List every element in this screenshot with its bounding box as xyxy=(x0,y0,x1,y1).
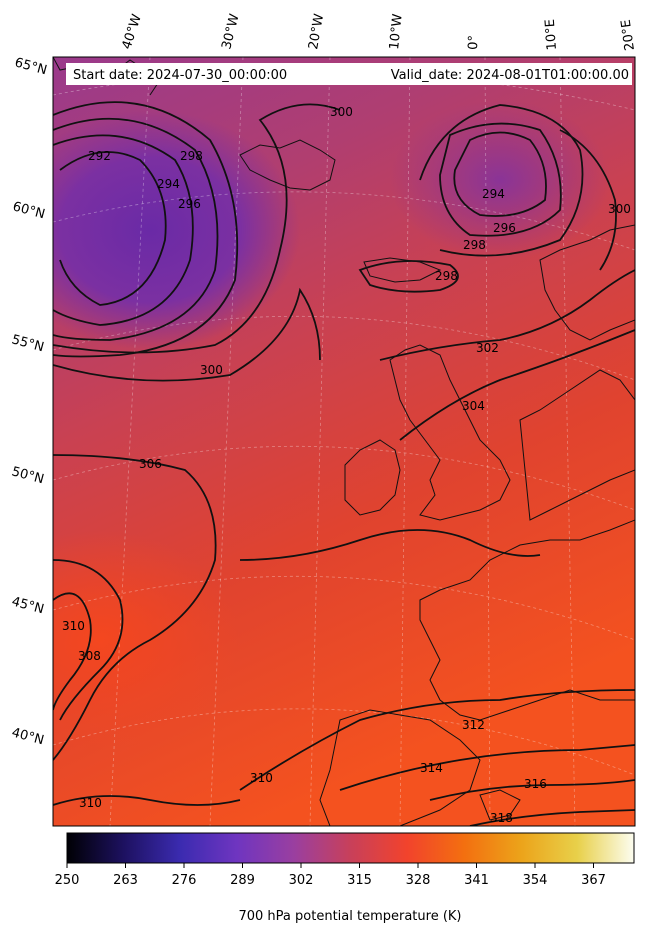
contour-298 xyxy=(53,101,239,358)
contour-300-east xyxy=(559,129,617,271)
contour-labels: 300 292 298 294 296 294 296 298 298 300 … xyxy=(62,105,631,825)
contour-label-310-bottom: 310 xyxy=(79,796,102,810)
lon-label-10e: 10°E xyxy=(543,19,560,51)
lon-label-20w: 20°W xyxy=(306,13,327,51)
denmark-germany-coast xyxy=(519,369,635,521)
contour-294 xyxy=(53,134,194,326)
header-box xyxy=(66,63,632,85)
contour-296-north xyxy=(439,122,562,237)
contour-label-316: 316 xyxy=(524,777,547,791)
ireland-coast xyxy=(344,439,401,516)
contour-label-302: 302 xyxy=(476,341,499,355)
lat-label-55n: 55°N xyxy=(10,332,46,355)
colorbar: 250 263 276 289 302 315 328 341 354 367 700 hPa p… xyxy=(55,832,635,924)
colorbar-ticks: 250 263 276 289 302 315 328 341 354 367 xyxy=(55,863,606,888)
colorbar-tick-label: 367 xyxy=(581,873,606,888)
lon-label-10w: 10°W xyxy=(387,13,406,50)
lat-label-40n: 40°N xyxy=(10,725,46,748)
graticule xyxy=(53,57,635,826)
colorbar-tick-label: 250 xyxy=(55,873,80,888)
great-britain-coast xyxy=(389,344,511,521)
map-panel: 300 292 298 294 296 294 296 298 298 300 … xyxy=(53,57,635,826)
balearic-coast xyxy=(479,789,521,821)
contour-306 xyxy=(53,454,217,761)
contour-label-298-faroes: 298 xyxy=(435,269,458,283)
lon-label-20e: 20°E xyxy=(619,18,638,51)
longitude-labels: 40°W 30°W 20°W 10°W 0° 10°E 20°E xyxy=(120,12,638,51)
contour-318 xyxy=(469,809,635,826)
colorbar-tick-label: 276 xyxy=(172,873,197,888)
colorbar-tick-label: 263 xyxy=(113,873,138,888)
contour-306-east xyxy=(239,529,541,561)
contour-label-300-west: 300 xyxy=(200,363,223,377)
lat-label-65n: 65°N xyxy=(13,55,49,78)
contour-308 xyxy=(53,559,124,721)
contour-label-312: 312 xyxy=(462,718,485,732)
contour-314 xyxy=(339,744,635,791)
contour-label-296: 296 xyxy=(178,197,201,211)
colorbar-tick-label: 328 xyxy=(406,873,431,888)
iberia-coast xyxy=(319,709,481,826)
latitude-labels: 65°N 60°N 55°N 50°N 45°N 40°N xyxy=(10,55,49,748)
contour-label-300-east: 300 xyxy=(608,202,631,216)
contour-292 xyxy=(59,151,167,306)
colorbar-tick-label: 354 xyxy=(523,873,548,888)
faroes-area xyxy=(363,257,442,283)
colorbar-tick-label: 289 xyxy=(230,873,255,888)
contour-label-310-south: 310 xyxy=(250,771,273,785)
contour-label-298: 298 xyxy=(180,149,203,163)
contour-label-294-north: 294 xyxy=(482,187,505,201)
lon-label-40w: 40°W xyxy=(120,12,145,51)
start-date: Start date: 2024-07-30_00:00:00 xyxy=(73,68,287,83)
contour-label-308: 308 xyxy=(78,649,101,663)
colorbar-bar xyxy=(66,832,635,864)
cold-low-west xyxy=(53,110,300,350)
contour-312 xyxy=(239,689,635,791)
warm-area-southwest xyxy=(53,530,240,750)
colorbar-tick-label: 315 xyxy=(347,873,372,888)
contour-298-faroes xyxy=(358,260,459,293)
contour-298-north xyxy=(419,104,584,257)
valid-date: Valid_date: 2024-08-01T01:00:00.00 xyxy=(391,68,629,83)
contour-label-296-north: 296 xyxy=(493,221,516,235)
contour-label-304: 304 xyxy=(462,399,485,413)
contour-300 xyxy=(53,103,341,354)
lon-label-0: 0° xyxy=(466,35,482,50)
contour-302a xyxy=(53,287,321,382)
contour-label-310-left: 310 xyxy=(62,619,85,633)
lat-label-50n: 50°N xyxy=(10,464,46,487)
colorbar-tick-label: 341 xyxy=(464,873,489,888)
contour-label-314: 314 xyxy=(420,761,443,775)
contour-lines xyxy=(53,101,635,826)
contour-310-bottom xyxy=(53,795,241,806)
colorbar-tick-label: 302 xyxy=(289,873,314,888)
lat-label-60n: 60°N xyxy=(11,199,47,222)
contour-296 xyxy=(53,117,219,341)
contour-294-north xyxy=(453,131,547,217)
contour-302 xyxy=(379,269,635,361)
lat-label-45n: 45°N xyxy=(10,594,46,617)
contour-label-298-north: 298 xyxy=(463,238,486,252)
contour-label-300: 300 xyxy=(330,105,353,119)
contour-304 xyxy=(399,329,635,441)
contour-label-318: 318 xyxy=(490,811,513,825)
lon-label-30w: 30°W xyxy=(219,12,242,51)
map-frame xyxy=(52,56,636,827)
colorbar-label: 700 hPa potential temperature (K) xyxy=(238,909,461,924)
contour-label-294: 294 xyxy=(157,177,180,191)
coastlines xyxy=(53,57,635,826)
contour-316 xyxy=(429,779,635,801)
contour-label-292: 292 xyxy=(88,149,111,163)
contour-label-306: 306 xyxy=(139,457,162,471)
contour-310-left xyxy=(53,592,92,711)
cold-low-north xyxy=(390,100,610,260)
norway-coast xyxy=(539,224,635,341)
